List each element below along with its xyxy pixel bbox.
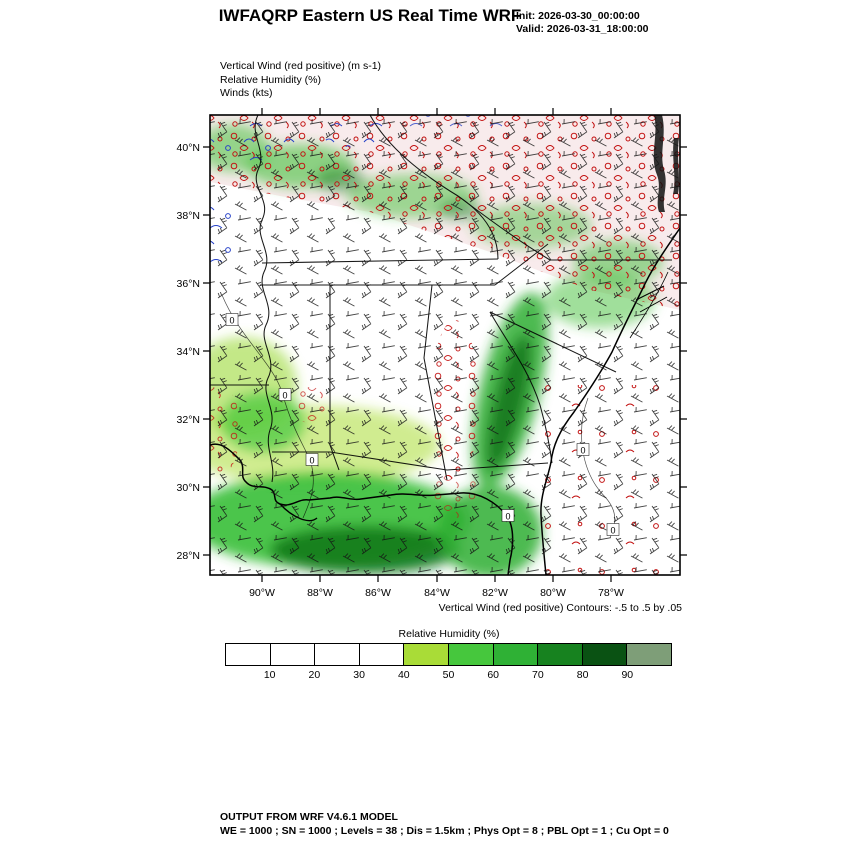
legend-winds: Winds (kts)	[220, 87, 273, 99]
colorbar-ticks: 10 20 30 40 50 60 70 80 90	[225, 669, 672, 683]
field-legend: Vertical Wind (red positive) (m s-1) Rel…	[220, 60, 381, 101]
legend-relative-humidity: Relative Humidity (%)	[220, 73, 321, 86]
init-label: Init: 2026-03-30_00:00:00	[516, 10, 640, 22]
legend-vertical-wind: Vertical Wind (red positive) (m s-1)	[220, 60, 382, 72]
colorbar-cell	[315, 644, 360, 665]
colorbar-cell	[493, 644, 539, 665]
y-tick-label: 36°N	[177, 278, 200, 290]
y-tick-label: 30°N	[177, 482, 200, 494]
map-frame	[209, 114, 681, 576]
colorbar-title: Relative Humidity (%)	[398, 628, 500, 640]
contour-note: Vertical Wind (red positive) Contours: -…	[438, 602, 682, 614]
colorbar-cell	[538, 644, 583, 665]
zero-contour-label: 0	[610, 526, 615, 536]
colorbar	[225, 643, 672, 666]
colorbar-cell	[448, 644, 494, 665]
axis-ticks	[203, 108, 687, 582]
x-axis-labels: 90°W 88°W 86°W 84°W 82°W 80°W 78°W	[249, 587, 624, 599]
colorbar-tick-label: 90	[621, 669, 634, 681]
zero-contour-label: 0	[229, 316, 234, 326]
zero-contour-label: 0	[580, 446, 585, 456]
x-tick-label: 86°W	[365, 587, 391, 599]
y-tick-label: 38°N	[177, 210, 200, 222]
colorbar-cell	[627, 644, 671, 665]
x-tick-label: 90°W	[249, 587, 275, 599]
footer: OUTPUT FROM WRF V4.6.1 MODEL WE = 1000 ;…	[220, 810, 669, 838]
valid-label: Valid: 2026-03-31_18:00:00	[516, 23, 649, 35]
x-tick-label: 78°W	[598, 587, 624, 599]
wind-barbs-texture	[210, 115, 680, 575]
y-tick-label: 32°N	[177, 414, 200, 426]
colorbar-tick-label: 20	[308, 669, 321, 681]
x-tick-label: 82°W	[482, 587, 508, 599]
colorbar-cell	[359, 644, 405, 665]
footer-model-config: WE = 1000 ; SN = 1000 ; Levels = 38 ; Di…	[220, 825, 669, 837]
x-tick-label: 88°W	[307, 587, 333, 599]
y-tick-label: 40°N	[177, 142, 200, 154]
colorbar-cell	[582, 644, 628, 665]
colorbar-tick-label: 60	[487, 669, 500, 681]
map-plot: 0 0 0 0 0 0 40°N 38°N 36°N 34°N 32°N 30°…	[177, 108, 687, 599]
x-tick-label: 80°W	[540, 587, 566, 599]
colorbar-tick-label: 70	[532, 669, 544, 681]
colorbar-cell	[226, 644, 271, 665]
colorbar-cell	[404, 644, 449, 665]
x-tick-label: 84°W	[424, 587, 450, 599]
colorbar-tick-label: 80	[576, 669, 589, 681]
colorbar-cell	[270, 644, 316, 665]
y-tick-label: 34°N	[177, 346, 200, 358]
colorbar-tick-label: 10	[263, 669, 276, 681]
zero-contour-label: 0	[309, 456, 314, 466]
y-axis-labels: 40°N 38°N 36°N 34°N 32°N 30°N 28°N	[177, 142, 200, 562]
plot-title: IWFAQRP Eastern US Real Time WRF	[218, 6, 522, 25]
init-valid-block: Init: 2026-03-30_00:00:00 Valid: 2026-03…	[516, 10, 686, 36]
colorbar-tick-label: 30	[353, 669, 365, 681]
colorbar-tick-label: 40	[397, 669, 410, 681]
zero-contour-labels: 0 0 0 0 0 0	[225, 313, 620, 536]
y-tick-label: 28°N	[177, 550, 200, 562]
zero-contour-label: 0	[505, 512, 510, 522]
zero-contour-label: 0	[282, 391, 287, 401]
footer-model-version: OUTPUT FROM WRF V4.6.1 MODEL	[220, 811, 398, 823]
colorbar-tick-label: 50	[442, 669, 455, 681]
